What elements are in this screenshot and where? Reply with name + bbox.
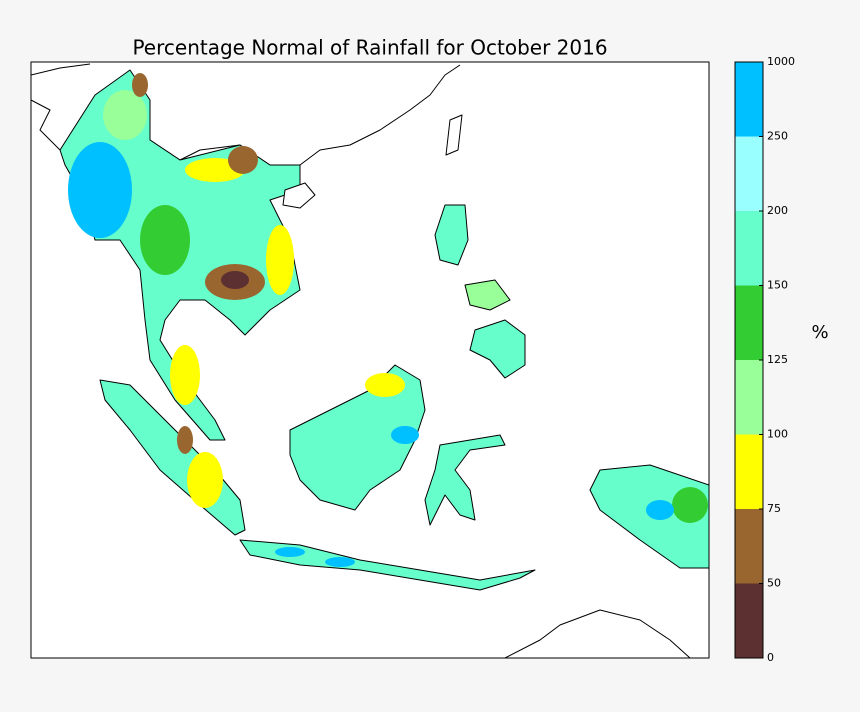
taiwan (445, 114, 463, 156)
map (31, 63, 709, 658)
colorbar-tick-label: 150 (767, 279, 788, 292)
colorbar-label: % (811, 322, 828, 343)
colorbar-tick-label: 200 (767, 204, 788, 217)
rain-zone (228, 146, 258, 174)
rain-zone (187, 452, 223, 508)
colorbar-tick-label: 125 (767, 353, 788, 366)
colorbar-tick-label: 50 (767, 577, 781, 590)
rain-zone (646, 500, 674, 520)
rain-zone (275, 547, 305, 557)
colorbar-segment (735, 62, 763, 137)
rain-zone (140, 205, 190, 275)
colorbar: 0 50 75 100 125 150 200 250 1000 (734, 55, 795, 664)
rain-zone (672, 487, 708, 523)
coastline (31, 63, 461, 166)
luzon (434, 204, 469, 266)
rain-zone (266, 225, 294, 295)
colorbar-segment (735, 211, 763, 286)
colorbar-tick-label: 250 (767, 130, 788, 143)
java (239, 539, 536, 591)
colorbar-tick-label: 1000 (767, 55, 795, 68)
visayas (464, 279, 511, 311)
map-title: Percentage Normal of Rainfall for Octobe… (132, 36, 607, 60)
colorbar-segment (735, 136, 763, 211)
hainan (282, 182, 316, 209)
colorbar-segment (735, 360, 763, 435)
rain-zone (68, 142, 132, 238)
rain-zone (391, 426, 419, 444)
rain-zone (103, 90, 147, 140)
colorbar-segment (735, 434, 763, 509)
colorbar-tick-label: 100 (767, 428, 788, 441)
colorbar-tick-label: 75 (767, 502, 781, 515)
rain-zone (177, 426, 193, 454)
rain-zone (132, 73, 148, 97)
australia (504, 609, 691, 658)
colorbar-tick-label: 0 (767, 651, 774, 664)
rain-zone (325, 557, 355, 567)
sulawesi (424, 434, 506, 526)
rain-zone (365, 373, 405, 397)
colorbar-segment (735, 285, 763, 360)
colorbar-segment (735, 509, 763, 584)
rain-zone (221, 271, 249, 289)
map-border (30, 61, 710, 659)
mindanao (469, 319, 526, 379)
colorbar-segment (735, 583, 763, 658)
rain-zone (170, 345, 200, 405)
